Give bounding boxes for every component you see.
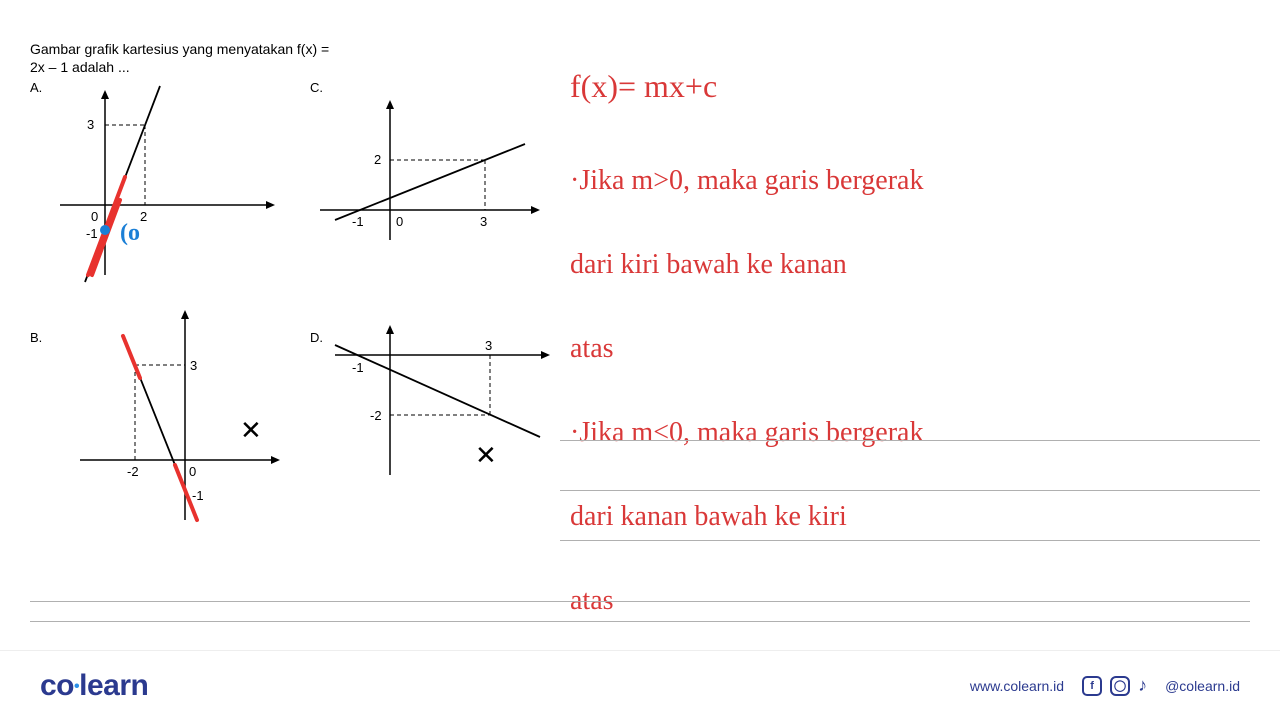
svg-text:0: 0 [189,464,196,479]
svg-text:2: 2 [374,152,381,167]
ruled-line-1 [560,440,1260,441]
facebook-icon: f [1082,676,1102,696]
svg-text:3: 3 [485,338,492,353]
option-c-label: C. [310,80,323,95]
svg-text:3: 3 [480,214,487,229]
graphs-grid: A. [30,80,550,560]
graph-c: 2 -1 0 3 [310,100,550,255]
page-rule-2 [30,621,1250,622]
graph-a-y3: 3 [87,117,94,132]
notes-panel: f(x)= mx+c ·Jika m>0, maka garis bergera… [560,0,1280,620]
hw-line-5: ·Jika m<0, maka garis bergerak [570,412,1260,454]
svg-text:-2: -2 [127,464,139,479]
hw-line-3: dari kiri bawah ke kanan [570,244,1260,286]
question-line-1: Gambar grafik kartesius yang menyatakan … [30,41,329,57]
hw-line-1: f(x)= mx+c [570,62,1260,110]
svg-text:-1: -1 [352,360,364,375]
footer: co•learn www.colearn.id f ◯ ♪ @colearn.i… [0,650,1280,720]
question-line-2: 2x – 1 adalah ... [30,59,130,75]
footer-handle: @colearn.id [1165,678,1240,694]
handwriting-block: f(x)= mx+c ·Jika m>0, maka garis bergera… [570,20,1260,664]
logo-learn: learn [79,669,148,702]
ruled-line-2 [560,490,1260,491]
logo-co: co [40,669,74,702]
svg-text:0: 0 [396,214,403,229]
option-d-label: D. [310,330,323,345]
hw-line-4: atas [570,328,1260,370]
graph-a-origin: 0 [91,209,98,224]
option-a-label: A. [30,80,42,95]
instagram-icon: ◯ [1110,676,1130,696]
graph-b-cross: ✕ [240,415,262,446]
graph-b: 3 -2 0 -1 ✕ [75,310,285,535]
graph-d-svg: -1 3 -2 [330,325,560,485]
footer-url: www.colearn.id [970,678,1064,694]
hw-line-2: ·Jika m>0, maka garis bergerak [570,160,1260,202]
footer-right: www.colearn.id f ◯ ♪ @colearn.id [970,675,1240,696]
graph-d-cross: ✕ [475,440,497,471]
graph-d: -1 3 -2 ✕ [330,325,560,490]
graph-a-neg1: -1 [86,226,98,241]
question-text: Gambar grafik kartesius yang menyatakan … [30,40,550,76]
question-panel: Gambar grafik kartesius yang menyatakan … [0,0,560,620]
graph-a-svg: 3 2 0 -1 [50,85,280,285]
page-rule-1 [30,601,1250,602]
graph-c-svg: 2 -1 0 3 [310,100,550,250]
graph-a: 3 2 0 -1 (o [50,85,280,290]
tiktok-icon: ♪ [1138,675,1147,696]
svg-text:3: 3 [190,358,197,373]
svg-text:-2: -2 [370,408,382,423]
option-b-label: B. [30,330,42,345]
brand-logo: co•learn [40,669,148,703]
svg-text:-1: -1 [192,488,204,503]
graph-a-note: (o [120,220,140,247]
graph-a-x2: 2 [140,209,147,224]
hw-line-6: dari kanan bawah ke kiri [570,496,1260,538]
ruled-line-3 [560,540,1260,541]
svg-text:-1: -1 [352,214,364,229]
main-content: Gambar grafik kartesius yang menyatakan … [0,0,1280,620]
social-icons: f ◯ ♪ [1082,675,1147,696]
